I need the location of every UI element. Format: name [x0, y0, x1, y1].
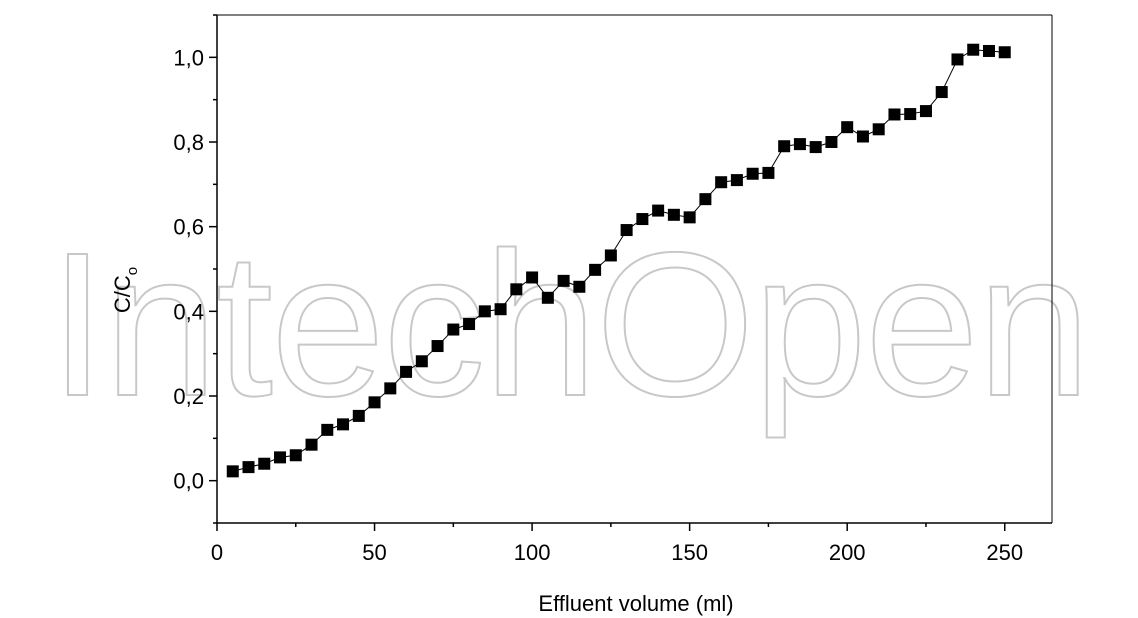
data-point	[258, 457, 271, 470]
data-point	[321, 423, 334, 436]
data-point	[289, 449, 302, 462]
data-point	[935, 86, 948, 99]
x-tick-label: 100	[514, 540, 551, 565]
y-axis-title-subscript: o	[124, 267, 141, 275]
data-point	[478, 305, 491, 318]
data-point	[967, 43, 980, 56]
data-point	[793, 138, 806, 151]
data-point	[242, 461, 255, 474]
data-point	[589, 263, 602, 276]
data-point	[337, 418, 350, 431]
y-tick-label: 1,0	[173, 45, 204, 70]
data-point	[919, 105, 932, 118]
data-point	[762, 166, 775, 179]
data-point	[494, 303, 507, 316]
data-point	[384, 382, 397, 395]
data-point	[604, 249, 617, 262]
data-point	[226, 465, 239, 478]
data-point	[888, 108, 901, 121]
data-point	[573, 280, 586, 293]
data-point	[825, 136, 838, 148]
data-point	[447, 323, 460, 336]
data-point	[809, 141, 822, 154]
data-point	[667, 208, 680, 221]
data-point	[636, 213, 649, 226]
data-point	[305, 438, 318, 451]
data-point	[683, 211, 696, 224]
data-point	[368, 396, 381, 409]
data-point	[415, 355, 428, 368]
y-tick-label: 0,0	[173, 469, 204, 494]
x-tick-label: 150	[671, 540, 708, 565]
data-point	[526, 271, 539, 284]
y-tick-label: 0,8	[173, 130, 204, 155]
y-tick-label: 0,4	[173, 299, 204, 324]
y-tick-label: 0,6	[173, 215, 204, 240]
y-axis-title: C/Co	[110, 267, 141, 313]
data-point	[652, 204, 665, 217]
data-point	[841, 121, 854, 134]
data-point	[746, 167, 759, 180]
data-point	[872, 123, 885, 136]
data-point	[274, 451, 287, 464]
y-axis-title-main: C/C	[110, 275, 135, 313]
data-point	[699, 193, 712, 206]
data-point	[620, 224, 633, 237]
data-point	[998, 46, 1011, 59]
watermark-text: IntechOpen	[49, 210, 1089, 439]
data-point	[951, 53, 964, 66]
y-axis: 0,0 0,2 0,4 0,6 0,8 1,0	[173, 14, 217, 524]
data-point	[400, 365, 413, 378]
data-point	[856, 130, 869, 143]
x-tick-label: 50	[362, 540, 386, 565]
data-point	[778, 140, 791, 153]
x-tick-label: 0	[211, 540, 223, 565]
data-point	[557, 274, 570, 287]
data-point	[715, 176, 728, 189]
x-tick-label: 200	[829, 540, 866, 565]
data-point	[541, 291, 554, 304]
x-tick-label: 250	[986, 540, 1023, 565]
data-point	[352, 409, 365, 422]
data-point	[982, 44, 995, 57]
data-point	[730, 174, 743, 187]
data-point	[463, 318, 476, 331]
data-point	[510, 283, 523, 296]
x-axis: 0 50 100 150 200 250	[211, 523, 1023, 565]
x-axis-title: Effluent volume (ml)	[538, 591, 733, 616]
data-point	[431, 340, 444, 353]
data-point	[904, 108, 917, 121]
markers	[226, 43, 1011, 478]
y-tick-label: 0,2	[173, 384, 204, 409]
